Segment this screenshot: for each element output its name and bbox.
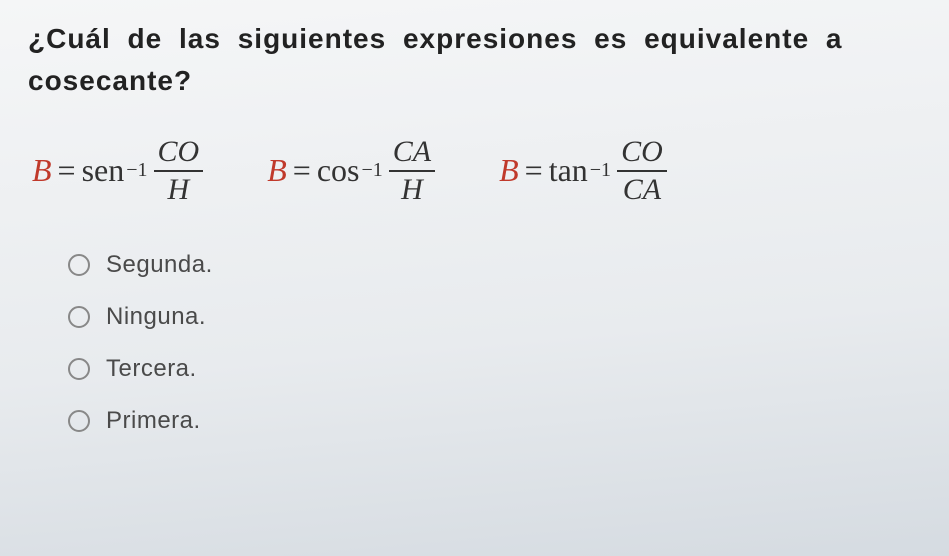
formula-3-lhs: B (499, 152, 519, 189)
option-ninguna[interactable]: Ninguna. (68, 303, 949, 331)
formula-1-lhs: B (32, 152, 52, 189)
formulas-row: B = sen−1 CO H B = cos−1 CA H B = tan−1 … (28, 136, 949, 205)
fraction-bar (389, 170, 435, 172)
radio-icon[interactable] (68, 306, 90, 328)
option-tercera[interactable]: Tercera. (68, 355, 949, 383)
option-label: Segunda. (106, 251, 213, 279)
question-line-1: ¿Cuál de las siguientes expresiones es e… (28, 23, 843, 54)
option-segunda[interactable]: Segunda. (68, 251, 949, 279)
radio-icon[interactable] (68, 358, 90, 380)
formula-2-fn: cos (317, 152, 360, 189)
formula-3-fn: tan (549, 152, 588, 189)
equals-sign: = (293, 152, 311, 189)
formula-1-fraction: CO H (154, 136, 204, 205)
formula-3-num: CO (617, 136, 667, 168)
formula-1-num: CO (154, 136, 204, 168)
formula-2-den: H (397, 174, 427, 206)
fraction-bar (154, 170, 204, 172)
formula-2-exp: −1 (361, 159, 382, 182)
formula-1-exp: −1 (126, 159, 147, 182)
equals-sign: = (58, 152, 76, 189)
formula-2-num: CA (389, 136, 435, 168)
question-text: ¿Cuál de las siguientes expresiones es e… (28, 18, 949, 102)
formula-3-fraction: CO CA (617, 136, 667, 205)
option-label: Tercera. (106, 355, 197, 383)
options-list: Segunda. Ninguna. Tercera. Primera. (28, 251, 949, 435)
formula-1-fn: sen (82, 152, 125, 189)
formula-1: B = sen−1 CO H (32, 136, 203, 205)
radio-icon[interactable] (68, 254, 90, 276)
option-label: Primera. (106, 407, 201, 435)
formula-2-fraction: CA H (389, 136, 435, 205)
equals-sign: = (525, 152, 543, 189)
option-label: Ninguna. (106, 303, 206, 331)
radio-icon[interactable] (68, 410, 90, 432)
formula-3-exp: −1 (590, 159, 611, 182)
formula-2: B = cos−1 CA H (267, 136, 435, 205)
option-primera[interactable]: Primera. (68, 407, 949, 435)
formula-3: B = tan−1 CO CA (499, 136, 667, 205)
formula-2-lhs: B (267, 152, 287, 189)
fraction-bar (617, 170, 667, 172)
formula-3-den: CA (619, 174, 665, 206)
question-line-2: cosecante? (28, 65, 192, 96)
formula-1-den: H (164, 174, 194, 206)
